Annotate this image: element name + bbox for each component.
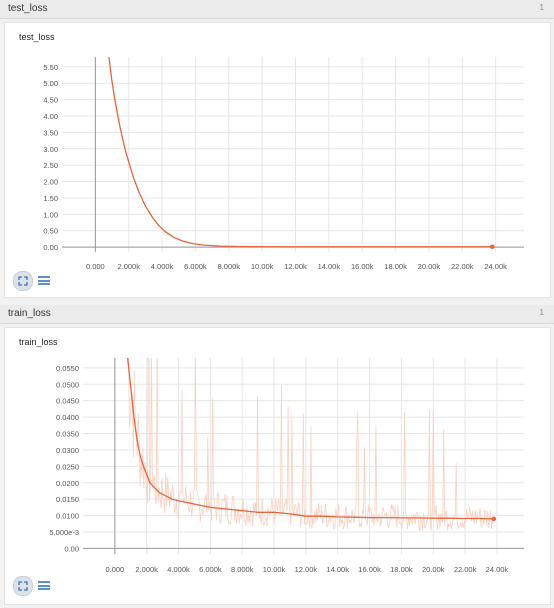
y-tick-label: 0.00 xyxy=(64,544,79,553)
x-tick-label: 0.000 xyxy=(105,565,124,574)
y-tick-label: 0.00 xyxy=(43,243,58,252)
chart-title: train_loss xyxy=(19,337,58,347)
x-tick-label: 20.00k xyxy=(418,262,441,271)
y-tick-label: 5.50 xyxy=(43,63,58,72)
series-end-point[interactable] xyxy=(490,244,495,250)
card-title: test_loss xyxy=(8,3,48,14)
series-line xyxy=(108,57,493,248)
x-tick-label: 10.00k xyxy=(263,565,286,574)
y-tick-label: 5.000e-3 xyxy=(49,528,79,537)
x-tick-label: 14.00k xyxy=(318,262,341,271)
y-tick-label: 4.50 xyxy=(43,96,58,105)
x-tick-label: 18.00k xyxy=(390,565,413,574)
chart-title: test_loss xyxy=(19,32,55,42)
card-count: 1 xyxy=(539,3,544,12)
y-tick-label: 5.00 xyxy=(43,79,58,88)
x-tick-label: 24.00k xyxy=(484,262,507,271)
toggle-log-scale-button[interactable] xyxy=(38,581,50,590)
x-tick-label: 2.000k xyxy=(135,565,158,574)
y-tick-label: 0.0550 xyxy=(56,364,79,373)
fit-domain-button[interactable] xyxy=(13,271,33,291)
series-raw-line xyxy=(128,358,494,531)
y-tick-label: 0.0300 xyxy=(56,446,79,455)
card-header-train-loss[interactable]: train_loss 1 xyxy=(0,305,554,324)
x-tick-label: 8.000k xyxy=(231,565,254,574)
y-tick-label: 4.00 xyxy=(43,112,58,121)
series-line xyxy=(126,358,494,520)
y-tick-label: 0.0200 xyxy=(56,479,79,488)
card-header-test-loss[interactable]: test_loss 1 xyxy=(0,0,554,19)
x-tick-label: 14.00k xyxy=(326,565,349,574)
fit-domain-icon xyxy=(18,276,28,286)
x-tick-label: 8.000k xyxy=(218,262,241,271)
x-tick-label: 24.00k xyxy=(486,565,509,574)
y-tick-label: 0.0500 xyxy=(56,380,79,389)
y-tick-label: 0.50 xyxy=(43,227,58,236)
y-tick-label: 2.00 xyxy=(43,178,58,187)
y-tick-label: 3.00 xyxy=(43,145,58,154)
chart-train-loss: 0.00 5.000e-3 0.0100 0.0150 0.0200 0.0250 0.03… xyxy=(49,358,524,574)
x-tick-label: 12.00k xyxy=(284,262,307,271)
series-end-point[interactable] xyxy=(491,516,497,522)
x-tick-label: 22.00k xyxy=(454,565,477,574)
chart-test-loss: 0.00 0.50 1.00 1.50 2.00 2.50 3.00 3.50 4.00 4.50… xyxy=(43,57,524,271)
x-tick-label: 18.00k xyxy=(384,262,407,271)
card-count: 1 xyxy=(539,308,544,317)
card-title: train_loss xyxy=(8,308,51,319)
y-tick-label: 1.00 xyxy=(43,210,58,219)
x-tick-label: 16.00k xyxy=(351,262,374,271)
y-tick-label: 0.0100 xyxy=(56,512,79,521)
x-tick-label: 16.00k xyxy=(358,565,381,574)
x-tick-label: 0.000 xyxy=(86,262,105,271)
x-tick-label: 10.00k xyxy=(251,262,274,271)
x-tick-label: 12.00k xyxy=(295,565,318,574)
x-tick-label: 22.00k xyxy=(451,262,474,271)
y-tick-label: 1.50 xyxy=(43,194,58,203)
x-tick-label: 6.000k xyxy=(184,262,207,271)
fit-domain-icon xyxy=(18,581,28,591)
chart-card-train-loss: train_loss 0.00 5.000e-3 0.0100 0.0150 0.020… xyxy=(4,327,551,605)
y-tick-label: 0.0450 xyxy=(56,397,79,406)
y-tick-label: 2.50 xyxy=(43,161,58,170)
x-tick-label: 2.000k xyxy=(117,262,140,271)
y-tick-label: 0.0350 xyxy=(56,430,79,439)
y-tick-label: 0.0400 xyxy=(56,413,79,422)
y-tick-label: 0.0250 xyxy=(56,462,79,471)
chart-card-test-loss: test_loss 0.00 0.50 1.00 1.50 2.00 2.50 3.00 3.… xyxy=(4,22,551,298)
y-tick-label: 0.0150 xyxy=(56,495,79,504)
x-tick-label: 4.000k xyxy=(151,262,174,271)
x-tick-label: 20.00k xyxy=(422,565,445,574)
x-tick-label: 4.000k xyxy=(167,565,190,574)
fit-domain-button[interactable] xyxy=(13,576,33,596)
y-tick-label: 3.50 xyxy=(43,128,58,137)
x-tick-label: 6.000k xyxy=(199,565,222,574)
toggle-log-scale-button[interactable] xyxy=(38,276,50,285)
